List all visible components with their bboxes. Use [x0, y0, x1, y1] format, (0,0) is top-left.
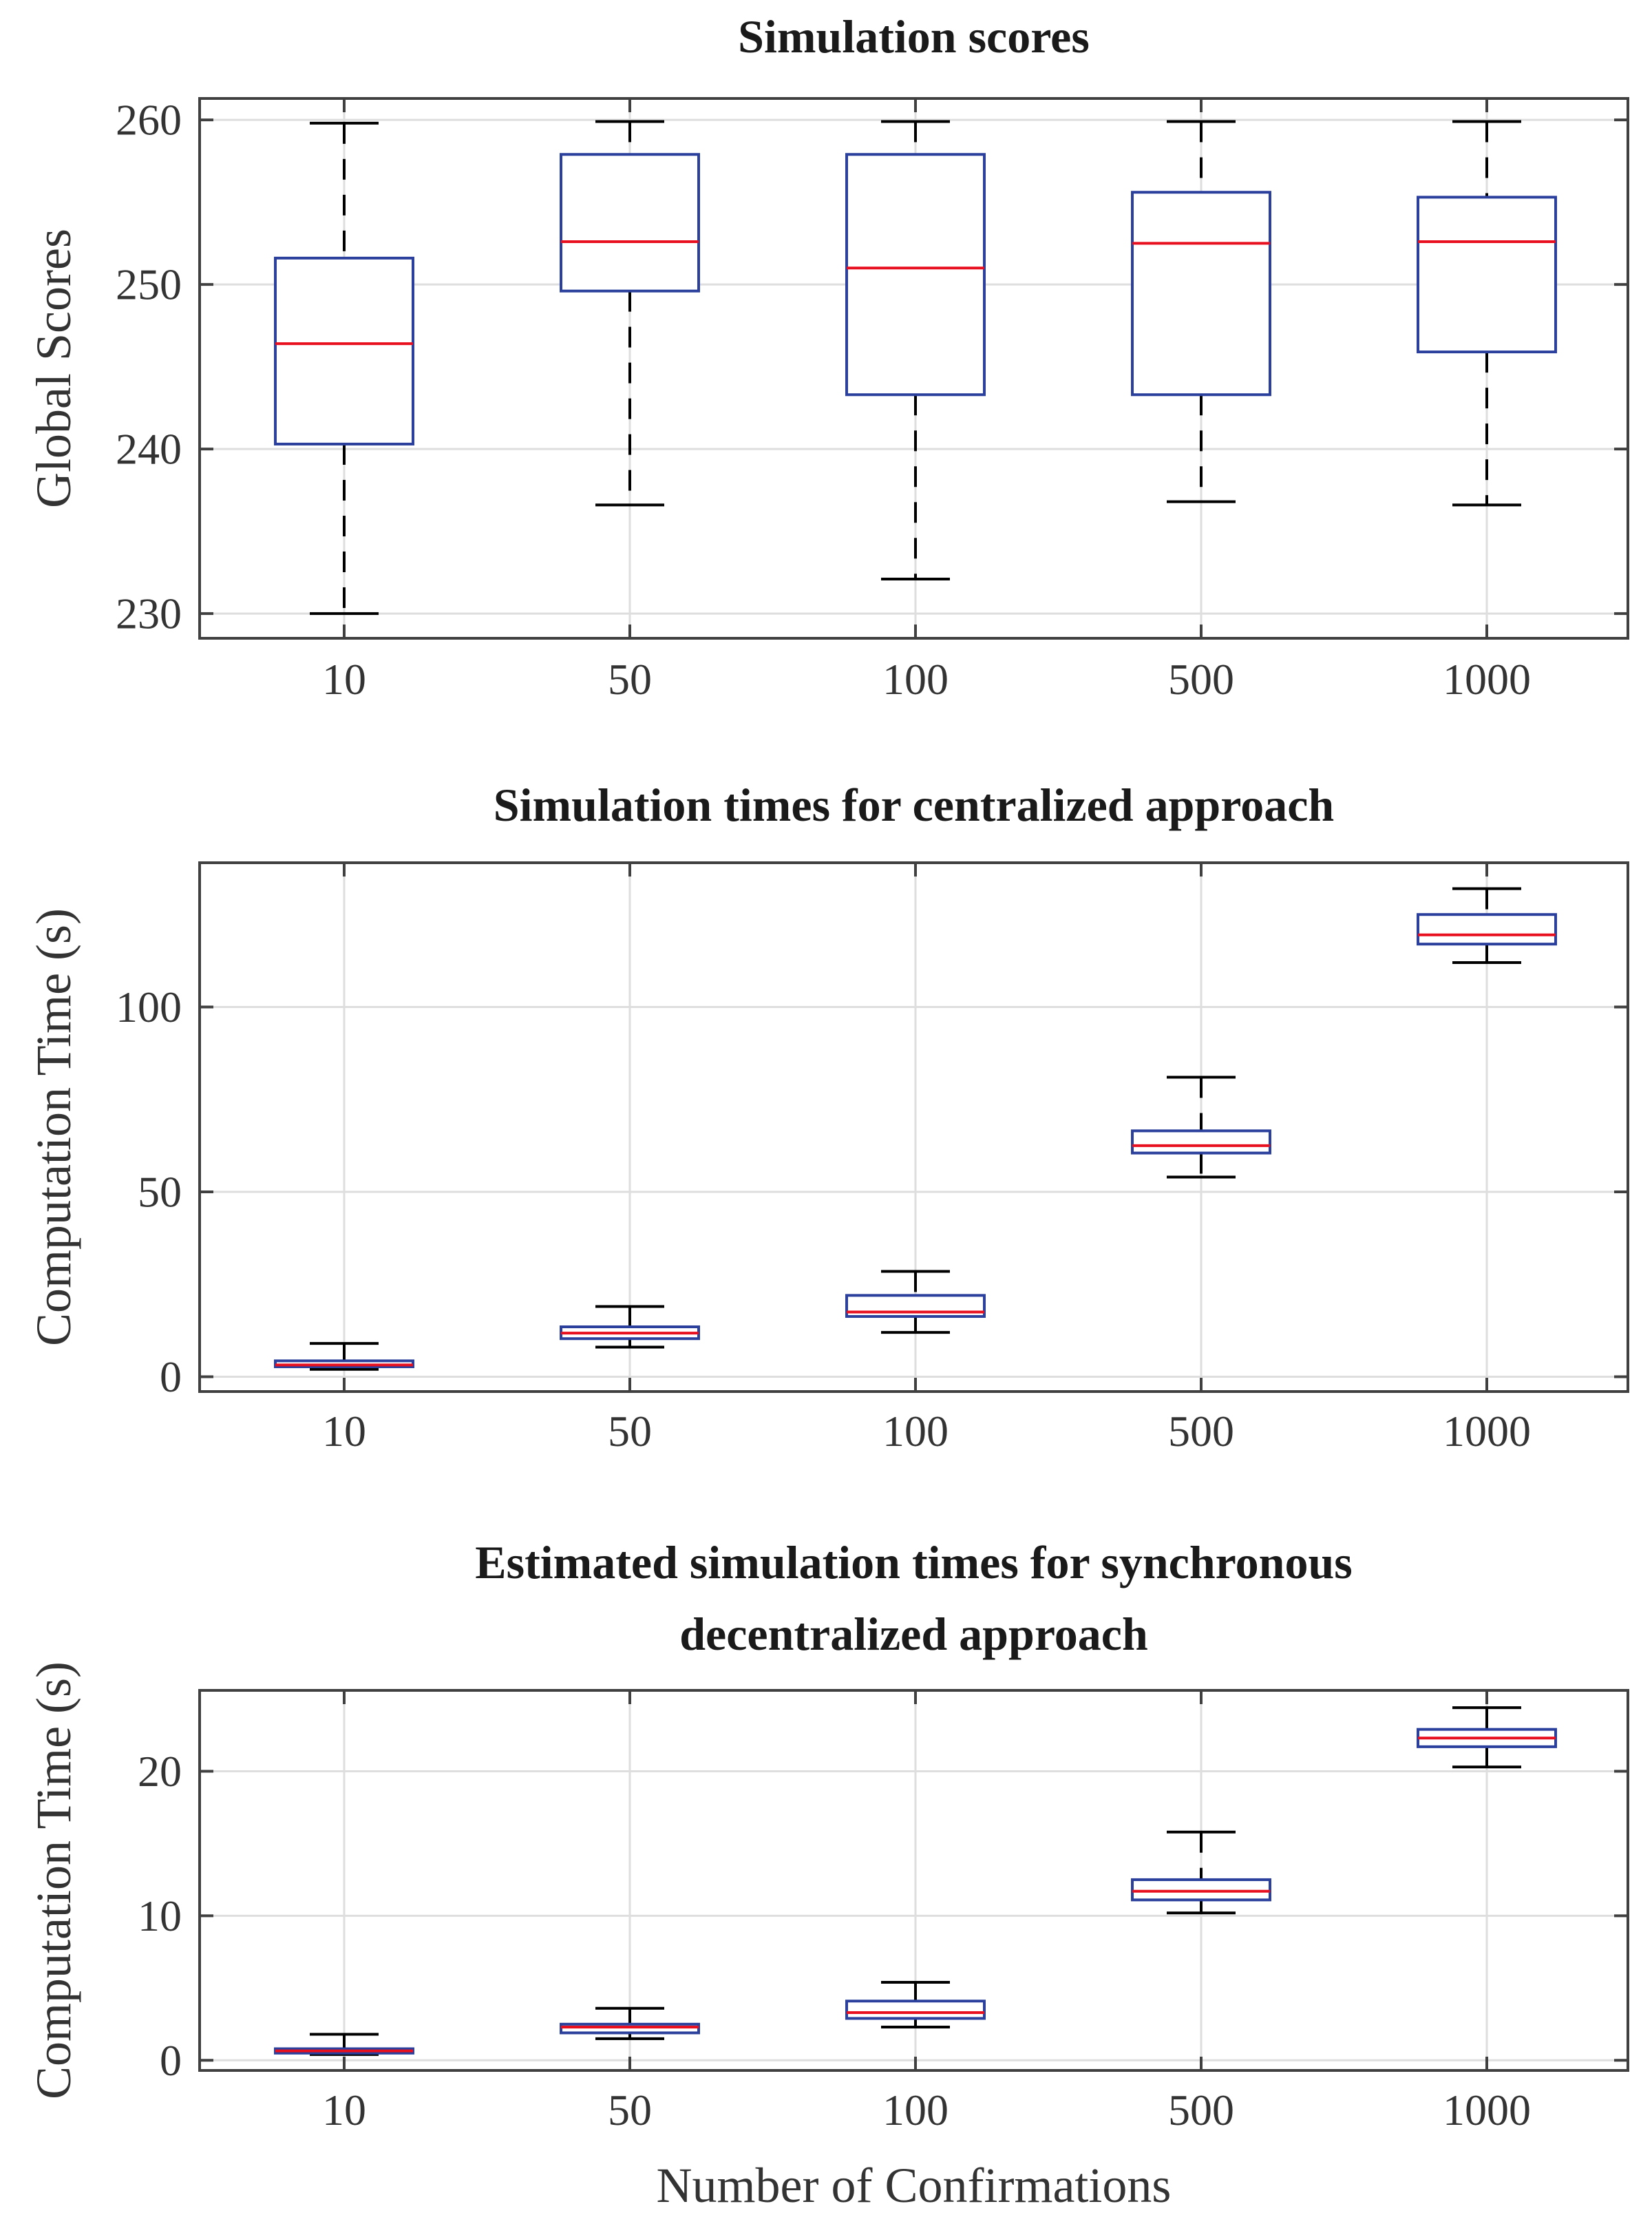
box-1000 — [1417, 120, 1557, 507]
axes-frame — [198, 861, 1629, 1393]
y-axis-label: Global Scores — [26, 229, 81, 508]
x-tick-label: 10 — [322, 655, 366, 704]
chart-panel-scores: 230 240 250 260 10 50 100 500 1000 Simulation sco… — [26, 10, 1629, 704]
box-50 — [560, 1305, 700, 1349]
box-100 — [845, 120, 986, 580]
x-tick-label: 100 — [882, 655, 949, 704]
y-tick-label: 10 — [138, 1891, 182, 1940]
y-tick-label: 240 — [116, 425, 182, 474]
interquartile-box — [1131, 1129, 1271, 1155]
x-tick-label: 1000 — [1443, 655, 1531, 704]
x-tick-label: 10 — [322, 2086, 366, 2134]
y-tick-label: 20 — [138, 1747, 182, 1796]
y-tick-label: 250 — [116, 260, 182, 309]
box-100 — [845, 1980, 986, 2029]
axes-frame — [198, 1689, 1629, 2072]
x-tick-label: 100 — [882, 1407, 949, 1456]
axes-frame — [198, 97, 1629, 640]
interquartile-box — [1131, 191, 1271, 397]
x-tick-label: 500 — [1168, 1407, 1234, 1456]
chart-panel-centralized-times: 0 50 100 10 50 100 500 1000 Simulation times for… — [26, 779, 1629, 1456]
chart-title: Estimated simulation times for synchrono… — [475, 1536, 1352, 1588]
y-tick-label: 0 — [160, 2036, 182, 2085]
interquartile-box — [274, 256, 414, 445]
y-axis-label: Computation Time (s) — [26, 1661, 81, 2099]
x-axis-label: Number of Confirmations — [657, 2158, 1172, 2213]
x-tick-label: 100 — [882, 2086, 949, 2134]
interquartile-box — [1417, 913, 1557, 946]
chart-panel-decentralized-times: 0 10 20 10 50 100 500 1000 Estimated simulation … — [26, 1536, 1629, 2213]
chart-title: Simulation times for centralized approac… — [494, 779, 1334, 831]
x-tick-label: 50 — [608, 655, 652, 704]
interquartile-box — [1131, 1878, 1271, 1902]
box-500 — [1131, 1075, 1271, 1179]
y-axis-label: Computation Time (s) — [26, 908, 81, 1346]
box-100 — [845, 1270, 986, 1334]
y-tick-label: 230 — [116, 589, 182, 638]
chart-title: decentralized approach — [679, 1608, 1148, 1660]
y-tick-label: 50 — [138, 1167, 182, 1216]
interquartile-box — [560, 2022, 700, 2035]
x-tick-label: 1000 — [1443, 1407, 1531, 1456]
box-500 — [1131, 1830, 1271, 1915]
box-1000 — [1417, 887, 1557, 965]
box-500 — [1131, 120, 1271, 503]
x-tick-label: 1000 — [1443, 2086, 1531, 2134]
box-1000 — [1417, 1706, 1557, 1769]
interquartile-box — [845, 2000, 986, 2020]
interquartile-box — [560, 153, 700, 293]
y-tick-label: 100 — [116, 983, 182, 1031]
chart-title: Simulation scores — [738, 10, 1090, 63]
box-50 — [560, 2006, 700, 2040]
interquartile-box — [1417, 196, 1557, 354]
interquartile-box — [845, 153, 986, 397]
x-tick-label: 500 — [1168, 2086, 1234, 2134]
box-10 — [274, 2033, 414, 2056]
y-tick-label: 0 — [160, 1352, 182, 1401]
x-tick-label: 500 — [1168, 655, 1234, 704]
y-tick-label: 260 — [116, 96, 182, 145]
box-10 — [274, 1342, 414, 1371]
x-tick-label: 50 — [608, 1407, 652, 1456]
box-10 — [274, 121, 414, 616]
box-50 — [560, 120, 700, 507]
x-tick-label: 50 — [608, 2086, 652, 2134]
x-tick-label: 10 — [322, 1407, 366, 1456]
